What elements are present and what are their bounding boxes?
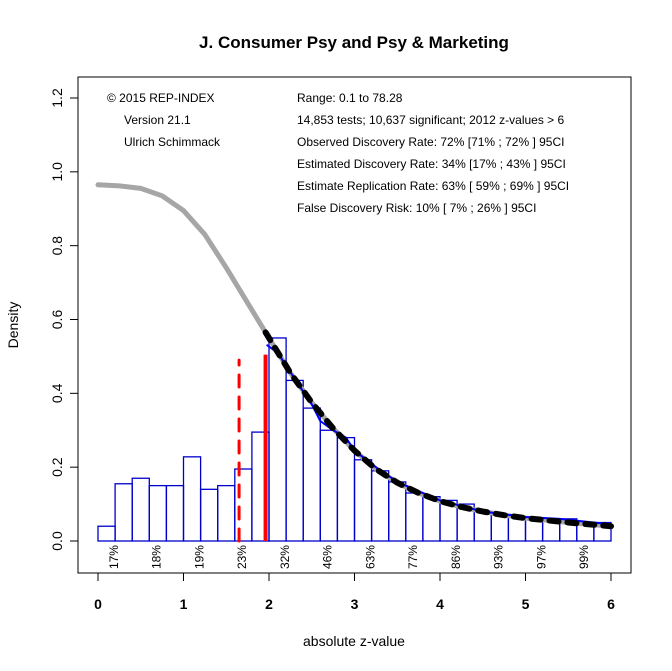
fdr-text: False Discovery Risk: 10% [ 7% ; 26% ] 9… [297, 201, 536, 215]
x-axis-label: absolute z-value [303, 633, 405, 649]
power-label: 17% [107, 545, 121, 569]
histogram-bar [285, 379, 304, 542]
power-label: 46% [321, 545, 335, 569]
version-text: Version 21.1 [124, 113, 191, 127]
histogram-bar [114, 483, 133, 542]
histogram-bar [473, 510, 492, 542]
power-label: 63% [363, 545, 377, 569]
y-tick-label: 1.2 [49, 88, 65, 108]
histogram-bar [422, 496, 441, 542]
histogram-bar [388, 481, 407, 542]
y-tick-label: 0.6 [49, 310, 65, 330]
power-label: 93% [492, 545, 506, 569]
y-tick-label: 0.2 [49, 457, 65, 477]
histogram-bar [370, 470, 390, 542]
annotation-left: © 2015 REP-INDEX Version 21.1 Ulrich Sch… [107, 91, 221, 149]
y-tick-label: 1.0 [49, 162, 65, 182]
x-tick-label: 0 [94, 596, 102, 612]
histogram-bars [97, 337, 612, 542]
y-tick-label: 0.0 [49, 531, 65, 551]
x-tick-label: 4 [436, 596, 444, 612]
density-curves [95, 182, 614, 530]
histogram-bar [268, 337, 287, 542]
annotation-right: Range: 0.1 to 78.28 14,853 tests; 10,637… [297, 91, 569, 215]
chart-title: J. Consumer Psy and Psy & Marketing [199, 33, 509, 52]
histogram-bar [97, 525, 116, 542]
series-line-2 [266, 344, 612, 526]
x-tick-label: 3 [351, 596, 359, 612]
threshold-lines [237, 354, 268, 543]
histogram-bar [199, 488, 219, 542]
histogram-bar [131, 477, 150, 542]
x-tick-label: 2 [265, 596, 273, 612]
odr-text: Observed Discovery Rate: 72% [71% ; 72% … [297, 135, 564, 149]
power-label: 18% [150, 545, 164, 569]
edr-text: Estimated Discovery Rate: 34% [17% ; 43%… [297, 157, 566, 171]
copyright-text: © 2015 REP-INDEX [107, 91, 215, 105]
power-label: 99% [577, 545, 591, 569]
histogram-bar [302, 407, 321, 542]
power-label: 77% [406, 545, 420, 569]
series-line-1 [262, 329, 614, 530]
x-axis: 0 1 2 3 4 5 6 [94, 572, 615, 612]
power-label: 86% [449, 545, 463, 569]
power-label: 19% [192, 545, 206, 569]
histogram-bar [353, 459, 373, 542]
range-text: Range: 0.1 to 78.28 [297, 91, 403, 105]
x-tick-label: 6 [607, 596, 615, 612]
tests-text: 14,853 tests; 10,637 significant; 2012 z… [297, 113, 565, 127]
power-label: 97% [534, 545, 548, 569]
y-axis-label: Density [5, 302, 21, 349]
y-axis: 0.0 0.2 0.4 0.6 0.8 1.0 1.2 [49, 88, 79, 551]
power-labels: 17% 18% 19% 23% 32% 46% 63% 77% 86% 93% 97% 99% [107, 545, 591, 569]
y-tick-label: 0.4 [49, 383, 65, 403]
power-label: 32% [278, 545, 292, 569]
histogram-bar [217, 484, 236, 542]
x-tick-label: 5 [522, 596, 530, 612]
histogram-bar [234, 468, 253, 542]
histogram-bar [490, 514, 510, 542]
err-text: Estimate Replication Rate: 63% [ 59% ; 6… [297, 179, 569, 193]
y-tick-label: 0.8 [49, 236, 65, 256]
author-text: Ulrich Schimmack [124, 135, 221, 149]
histogram-bar [405, 492, 424, 542]
histogram-bar [165, 484, 185, 542]
histogram-bar [319, 429, 339, 542]
histogram-bar [336, 436, 356, 542]
x-tick-label: 1 [180, 596, 188, 612]
histogram-bar [182, 456, 202, 542]
histogram-bar [148, 484, 168, 542]
power-label: 23% [235, 545, 249, 569]
